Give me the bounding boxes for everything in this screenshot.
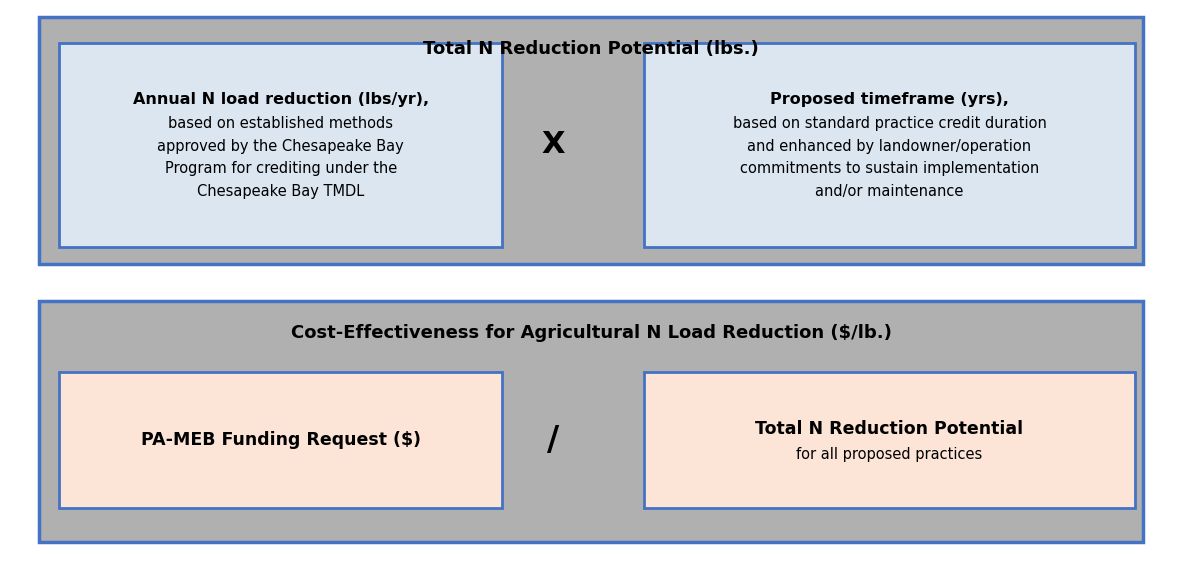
Text: Cost-Effectiveness for Agricultural N Load Reduction ($/lb.): Cost-Effectiveness for Agricultural N Lo…	[291, 324, 891, 342]
Text: and/or maintenance: and/or maintenance	[816, 184, 963, 199]
Text: X: X	[541, 130, 565, 160]
Text: Total N Reduction Potential (lbs.): Total N Reduction Potential (lbs.)	[423, 40, 759, 58]
FancyBboxPatch shape	[39, 301, 1143, 542]
FancyBboxPatch shape	[59, 43, 502, 247]
FancyBboxPatch shape	[59, 372, 502, 508]
Text: Chesapeake Bay TMDL: Chesapeake Bay TMDL	[197, 184, 364, 199]
FancyBboxPatch shape	[39, 17, 1143, 264]
Text: based on established methods: based on established methods	[168, 116, 394, 131]
Text: PA-MEB Funding Request ($): PA-MEB Funding Request ($)	[141, 431, 421, 449]
FancyBboxPatch shape	[644, 372, 1135, 508]
Text: approved by the Chesapeake Bay: approved by the Chesapeake Bay	[157, 139, 404, 154]
Text: /: /	[547, 424, 559, 457]
Text: and enhanced by landowner/operation: and enhanced by landowner/operation	[747, 139, 1032, 154]
FancyBboxPatch shape	[644, 43, 1135, 247]
Text: Program for crediting under the: Program for crediting under the	[164, 161, 397, 176]
Text: based on standard practice credit duration: based on standard practice credit durati…	[733, 116, 1046, 131]
Text: commitments to sustain implementation: commitments to sustain implementation	[740, 161, 1039, 176]
Text: for all proposed practices: for all proposed practices	[797, 448, 982, 462]
Text: Total N Reduction Potential: Total N Reduction Potential	[755, 420, 1024, 438]
Text: Annual N load reduction (lbs/yr),: Annual N load reduction (lbs/yr),	[132, 92, 429, 107]
Text: Proposed timeframe (yrs),: Proposed timeframe (yrs),	[769, 92, 1009, 107]
